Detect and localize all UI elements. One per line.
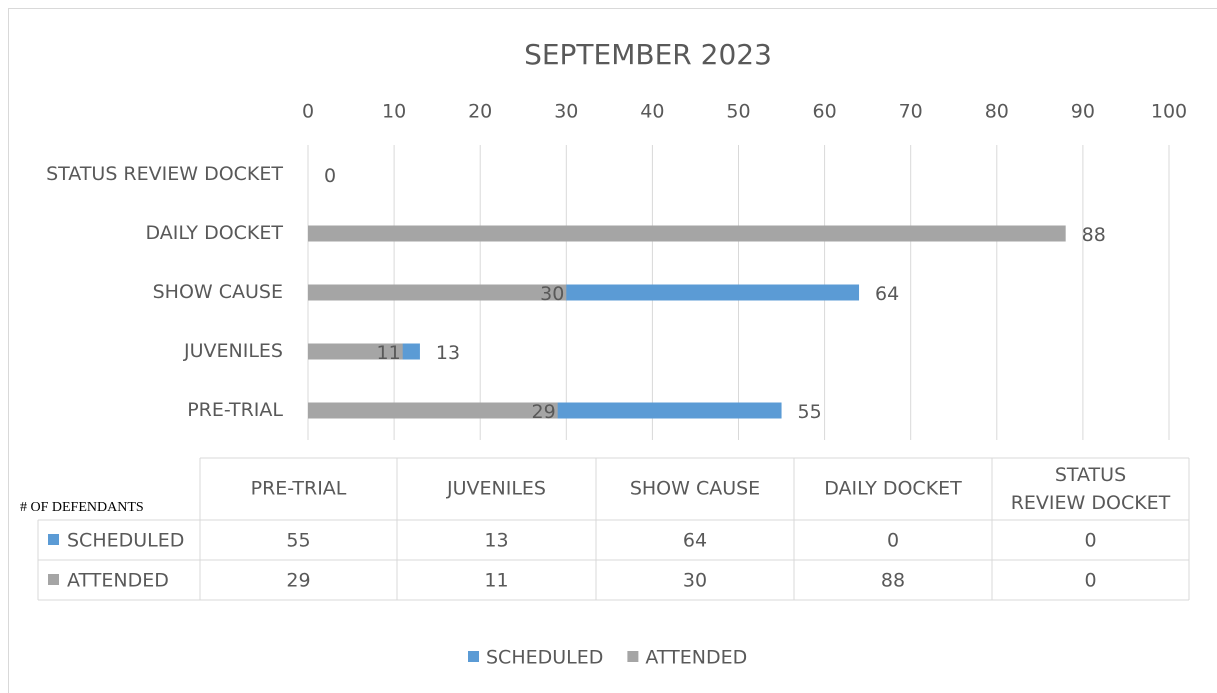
data-label: 29 [532,401,556,423]
table-header: DAILY DOCKET [824,478,962,500]
table-label: # OF DEFENDANTS [20,500,144,515]
x-tick-label: 40 [640,101,664,123]
data-label: 0 [324,165,336,187]
x-tick-label: 50 [726,101,750,123]
x-tick-label: 60 [813,101,837,123]
bar [308,402,558,419]
x-tick-label: 20 [468,101,492,123]
bar [308,284,567,301]
table-row-label: ATTENDED [67,570,169,592]
table-cell: 88 [881,570,905,592]
y-tick-label: SHOW CAUSE [153,281,283,303]
data-label: 64 [875,283,899,305]
data-label: 55 [798,401,822,423]
y-tick-label: STATUS REVIEW DOCKET [46,163,283,185]
legend-swatch [48,534,59,545]
y-tick-label: PRE-TRIAL [187,399,283,421]
table-header: PRE-TRIAL [251,478,347,500]
y-tick-label: DAILY DOCKET [145,222,283,244]
table-cell: 0 [1084,570,1096,592]
table-cell: 64 [683,530,707,552]
x-tick-label: 10 [382,101,406,123]
data-label: 13 [436,342,460,364]
table-header: SHOW CAUSE [630,478,760,500]
table-header: STATUS REVIEW DOCKET [1011,464,1171,514]
table-cell: 13 [484,530,508,552]
x-tick-label: 90 [1071,101,1095,123]
data-label: 30 [540,283,564,305]
bar [308,225,1066,242]
bar [308,343,403,360]
y-tick-label: JUVENILES [183,340,283,362]
table-cell: 30 [683,570,707,592]
table-cell: 11 [484,570,508,592]
x-tick-label: 80 [985,101,1009,123]
data-label: 88 [1082,224,1106,246]
chart-title: SEPTEMBER 2023 [524,38,772,71]
table-cell: 55 [286,530,310,552]
x-tick-label: 70 [899,101,923,123]
x-tick-label: 100 [1151,101,1187,123]
legend-label: SCHEDULED [486,647,603,669]
legend-swatch [627,651,639,662]
legend-label: ATTENDED [645,647,747,669]
table-cell: 0 [1084,530,1096,552]
x-tick-label: 0 [302,101,314,123]
table-cell: 29 [286,570,310,592]
data-label: 11 [377,342,401,364]
chart-frame [8,8,1217,693]
table-header: JUVENILES [446,478,546,500]
table-row-label: SCHEDULED [67,530,184,552]
legend-swatch [48,574,59,585]
legend-swatch [468,651,479,662]
table-cell: 0 [887,530,899,552]
x-tick-label: 30 [554,101,578,123]
